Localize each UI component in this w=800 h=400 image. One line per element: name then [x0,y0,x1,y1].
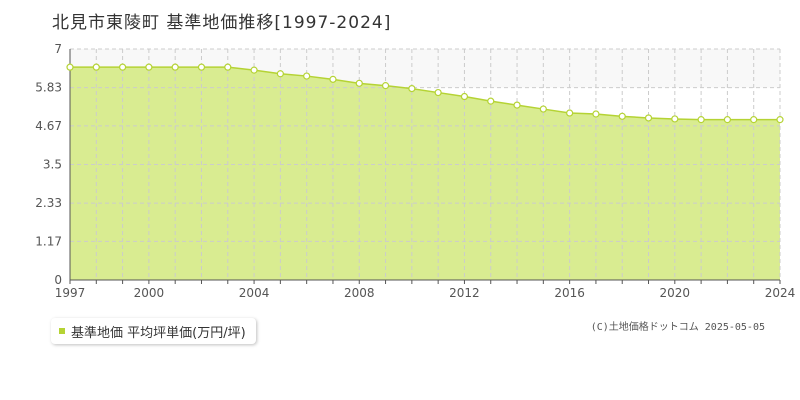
x-tick-label: 2008 [344,286,375,300]
data-point [434,88,442,97]
data-point [303,72,311,80]
data-point [750,116,758,124]
data-point [460,92,469,101]
data-point [697,116,705,124]
legend[interactable]: 基準地価 平均坪単価(万円/坪) [51,318,256,344]
data-point [197,63,206,71]
data-point [250,66,258,74]
y-tick-label: 1.17 [35,234,62,248]
series-line [70,66,780,121]
data-point [539,105,547,113]
data-point [671,115,679,123]
x-tick-label: 2012 [449,286,480,300]
data-point [355,79,363,87]
copyright-text: (C)土地価格ドットコム 2025-05-05 [590,322,765,333]
data-point [644,114,653,122]
series-area [70,67,780,281]
x-tick-label: 2020 [660,286,691,300]
data-point [487,97,495,105]
data-point [92,63,100,71]
y-tick-label: 3.5 [43,158,62,172]
data-point [513,101,521,109]
legend-swatch [59,328,65,334]
data-point [224,63,232,71]
data-point [276,70,284,78]
x-tick-label: 2016 [554,286,585,300]
data-point [566,109,574,117]
data-point [381,82,390,90]
data-point [618,112,626,120]
chart-title: 北見市東陵町 基準地価推移[1997-2024] [52,13,392,33]
legend-label: 基準地価 平均坪単価(万円/坪) [71,325,246,341]
data-point [776,116,784,124]
data-point [171,63,179,71]
y-tick-label: 4.67 [35,119,62,133]
data-point [145,63,153,71]
data-point [329,75,337,83]
x-tick-label: 1997 [55,286,86,300]
x-tick-label: 2000 [134,286,165,300]
y-tick-label: 2.33 [35,196,62,210]
y-tick-label: 5.83 [35,81,62,95]
data-point [408,84,416,93]
data-point [66,63,74,71]
data-point [118,63,127,71]
y-tick-label: 0 [54,273,62,287]
data-point [592,110,600,118]
x-tick-label: 2004 [239,286,270,300]
x-tick-label: 2024 [765,286,796,300]
y-tick-label: 7 [54,42,62,56]
data-point [723,116,732,124]
